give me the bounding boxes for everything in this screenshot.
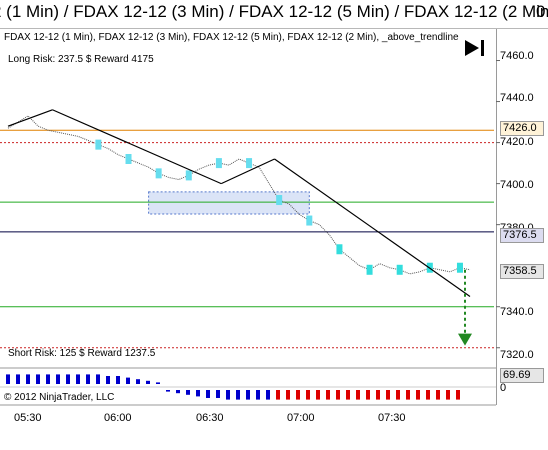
indicator-bar bbox=[396, 390, 400, 400]
y-axis-tick: 7460.0 bbox=[500, 50, 534, 62]
indicator-bar bbox=[406, 390, 410, 400]
indicator-bar bbox=[186, 390, 190, 395]
y-axis-tick: 7340.0 bbox=[500, 306, 534, 318]
price-bar bbox=[366, 264, 373, 275]
indicator-bar bbox=[356, 390, 360, 400]
x-axis-tick: 07:00 bbox=[287, 412, 315, 424]
indicator-bar bbox=[316, 390, 320, 400]
price-bar bbox=[306, 215, 313, 226]
price-bar bbox=[276, 195, 283, 206]
price-bar bbox=[185, 170, 192, 181]
price-bar bbox=[155, 168, 162, 179]
indicator-zero-tick: 0 bbox=[500, 382, 507, 394]
indicator-bar bbox=[266, 390, 270, 400]
price-bar bbox=[396, 264, 403, 275]
range-rectangle bbox=[148, 191, 310, 215]
indicator-bar bbox=[166, 390, 170, 392]
indicator-bar bbox=[56, 374, 60, 384]
indicator-bar bbox=[326, 390, 330, 400]
indicator-value-tag: 69.69 bbox=[500, 368, 544, 383]
price-bar bbox=[336, 244, 343, 255]
indicator-bar bbox=[146, 380, 150, 384]
indicator-bar bbox=[426, 390, 430, 400]
indicator-bar bbox=[76, 374, 80, 384]
play-pause-icon[interactable] bbox=[463, 38, 487, 58]
price-bar bbox=[456, 262, 463, 273]
indicator-bar bbox=[36, 374, 40, 384]
chart-tab[interactable]: 2 (1 Min) / FDAX 12-12 (3 Min) / FDAX 12… bbox=[0, 0, 548, 29]
x-axis-tick: 06:00 bbox=[104, 412, 132, 424]
indicator-bar bbox=[196, 390, 200, 397]
indicator-bar bbox=[96, 374, 100, 384]
indicator-bar bbox=[106, 376, 110, 384]
copyright-notice: © 2012 NinjaTrader, LLC bbox=[4, 392, 115, 403]
indicator-bar bbox=[286, 390, 290, 400]
price-bar bbox=[95, 139, 102, 150]
chart-panel[interactable] bbox=[0, 29, 497, 405]
price-bar bbox=[246, 158, 253, 169]
indicator-bar bbox=[226, 390, 230, 400]
y-axis-tick: 7420.0 bbox=[500, 136, 534, 148]
price-tag-resistance: 7426.0 bbox=[500, 121, 544, 136]
price-bar bbox=[215, 158, 222, 169]
indicator-bar bbox=[306, 390, 310, 400]
indicator-bar bbox=[346, 390, 350, 400]
indicator-bar bbox=[116, 376, 120, 384]
indicator-bar bbox=[136, 379, 140, 384]
indicator-bar bbox=[276, 390, 280, 400]
indicator-bar bbox=[6, 374, 10, 384]
indicator-bar bbox=[386, 390, 390, 400]
indicator-bar bbox=[336, 390, 340, 400]
x-axis-tick: 06:30 bbox=[196, 412, 224, 424]
indicator-bar bbox=[446, 390, 450, 400]
indicator-bar bbox=[66, 374, 70, 384]
indicator-bar bbox=[156, 382, 160, 384]
long-risk-label: Long Risk: 237.5 $ Reward 4175 bbox=[8, 54, 154, 65]
indicator-bar bbox=[376, 390, 380, 400]
y-axis-tick: 7440.0 bbox=[500, 92, 534, 104]
indicator-bar bbox=[216, 390, 220, 398]
indicator-bar bbox=[256, 390, 260, 400]
short-risk-label: Short Risk: 125 $ Reward 1237.5 bbox=[8, 348, 156, 359]
indicator-bar bbox=[456, 390, 460, 400]
indicator-bar bbox=[206, 390, 210, 398]
indicator-bar bbox=[436, 390, 440, 400]
indicator-bar bbox=[46, 374, 50, 384]
instrument-info-line: FDAX 12-12 (1 Min), FDAX 12-12 (3 Min), … bbox=[4, 32, 459, 43]
indicator-bar bbox=[16, 374, 20, 384]
indicator-bar bbox=[246, 390, 250, 400]
indicator-bar bbox=[176, 390, 180, 394]
indicator-bar bbox=[126, 377, 130, 384]
y-axis-tick: 7400.0 bbox=[500, 179, 534, 191]
indicator-bar bbox=[86, 374, 90, 384]
trendline bbox=[7, 109, 53, 127]
indicator-bar bbox=[366, 390, 370, 400]
indicator-bar bbox=[416, 390, 420, 400]
chart-tab-suffix[interactable]: 0 bbox=[536, 2, 546, 21]
price-series-line bbox=[7, 115, 471, 275]
indicator-bar bbox=[296, 390, 300, 400]
y-axis-tick: 7320.0 bbox=[500, 349, 534, 361]
trendline bbox=[274, 158, 471, 297]
trendline bbox=[52, 109, 222, 185]
price-tag-last: 7358.5 bbox=[500, 264, 544, 279]
indicator-bar bbox=[26, 374, 30, 384]
indicator-bar bbox=[236, 390, 240, 400]
price-bar bbox=[125, 153, 132, 164]
x-axis-tick: 05:30 bbox=[14, 412, 42, 424]
chart-tab-title[interactable]: 2 (1 Min) / FDAX 12-12 (3 Min) / FDAX 12… bbox=[0, 2, 548, 21]
target-arrow-head bbox=[458, 333, 472, 346]
trendline bbox=[220, 158, 275, 185]
price-tag-trend: 7376.5 bbox=[500, 228, 544, 243]
x-axis-tick: 07:30 bbox=[378, 412, 406, 424]
